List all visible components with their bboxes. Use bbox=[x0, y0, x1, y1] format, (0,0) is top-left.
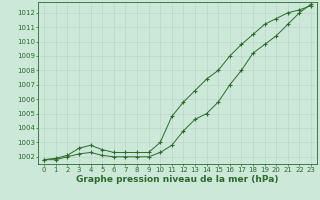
X-axis label: Graphe pression niveau de la mer (hPa): Graphe pression niveau de la mer (hPa) bbox=[76, 175, 279, 184]
